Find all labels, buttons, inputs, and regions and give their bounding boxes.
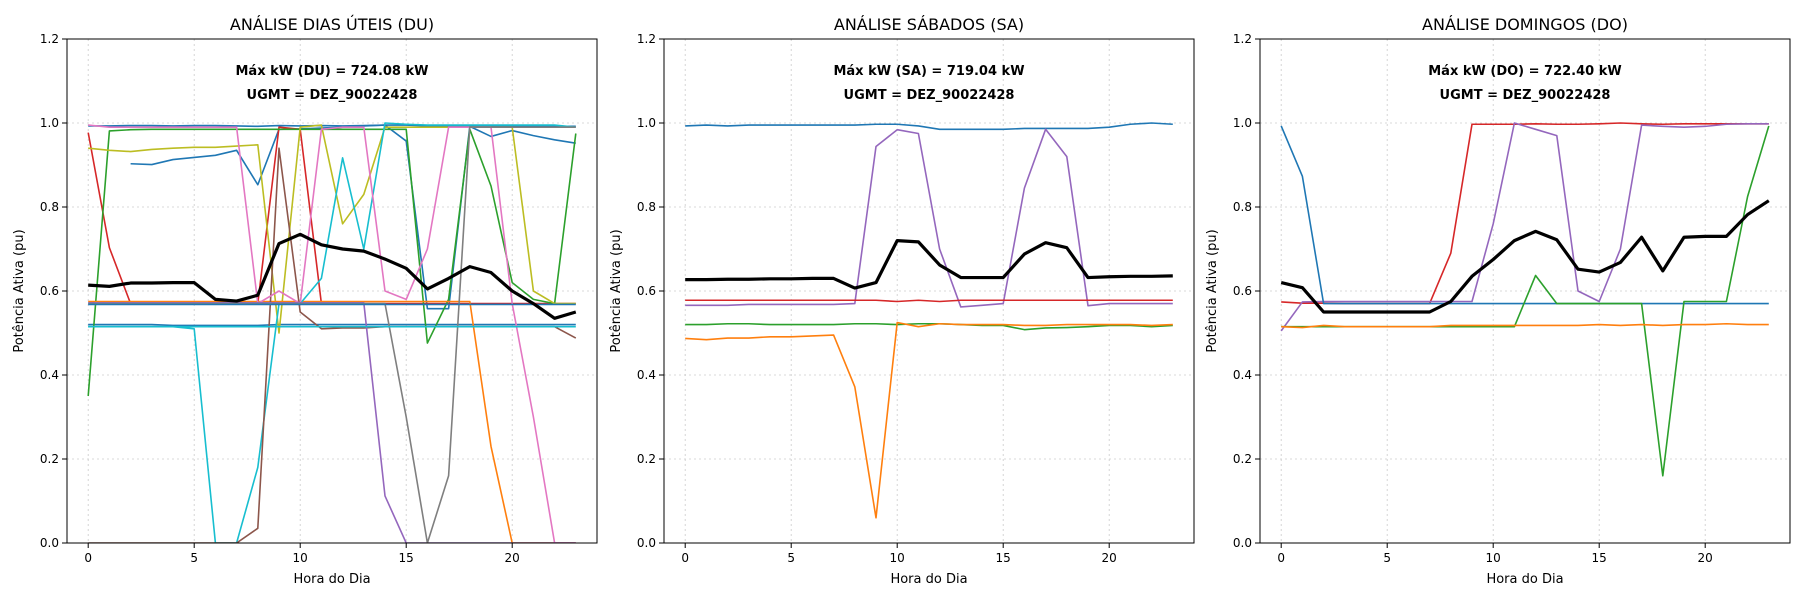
x-tick-label: 15 [1592,551,1607,565]
x-tick-label: 20 [1102,551,1117,565]
panel-dias-uteis: 0 5 10 15 20 0.0 0.2 0.4 0.6 0.8 1.0 1.2 ANÁLISE DIA… [12,15,598,587]
series-line-4 [685,321,1173,519]
y-tick-label: 0.8 [637,200,656,214]
x-tick-label: 5 [1383,551,1391,565]
x-tick-label: 10 [1486,551,1501,565]
series-line-2 [1280,125,1769,305]
y-tick-label: 0.8 [1233,200,1252,214]
series-group [87,122,577,543]
y-axis-label: Potência Ativa (pu) [12,229,27,352]
y-tick-label: 1.0 [40,116,59,130]
x-tick-label: 0 [681,551,689,565]
annotation-max-kw: Máx kW (DO) = 722.40 kW [1428,64,1621,79]
chart-title: ANÁLISE DOMINGOS (DO) [1422,15,1628,34]
y-tick-label: 1.2 [40,32,59,46]
annotation-ugmt: UGMT = DEZ_90022428 [1440,88,1611,103]
y-axis-label: Potência Ativa (pu) [1205,229,1220,352]
series-line-10 [88,301,576,543]
annotation-ugmt: UGMT = DEZ_90022428 [844,88,1015,103]
y-tick-label: 0.6 [40,284,59,298]
y-tick-label: 0.2 [637,452,656,466]
y-tick-label: 0.8 [40,200,59,214]
chart-title: ANÁLISE SÁBADOS (SA) [834,15,1024,34]
y-tick-label: 0.0 [40,536,59,550]
y-tick-label: 0.6 [637,284,656,298]
y-tick-label: 1.0 [637,116,656,130]
series-line-2 [685,299,1173,303]
x-axis-label: Hora do Dia [293,572,370,587]
y-tick-label: 0.0 [637,536,656,550]
x-axis-label: Hora do Dia [1486,572,1563,587]
x-tick-label: 15 [996,551,1011,565]
y-tick-label: 1.0 [1233,116,1252,130]
y-tick-label: 1.2 [637,32,656,46]
mean-line [1280,199,1770,314]
x-tick-label: 20 [1698,551,1713,565]
panel-domingos: 0 5 10 15 20 0.0 0.2 0.4 0.6 0.8 1.0 1.2 ANÁLISE DOM… [1205,15,1791,587]
panel-sabados: 0 5 10 15 20 0.0 0.2 0.4 0.6 0.8 1.0 1.2 ANÁLISE SÁB… [609,15,1195,587]
x-tick-label: 10 [293,551,308,565]
series-line-4 [87,128,577,397]
x-tick-label: 20 [505,551,520,565]
y-tick-label: 0.2 [40,452,59,466]
mean-line [88,232,577,320]
series-line-4 [1281,322,1769,329]
series-line-0 [685,122,1173,131]
annotation-ugmt: UGMT = DEZ_90022428 [247,88,418,103]
x-tick-label: 15 [399,551,414,565]
y-tick-label: 0.4 [40,368,59,382]
x-tick-label: 5 [787,551,795,565]
series-line-6 [88,300,576,543]
y-tick-label: 0.0 [1233,536,1252,550]
series-line-11 [88,126,576,543]
series-line-9 [88,124,576,543]
x-axis-label: Hora do Dia [890,572,967,587]
annotation-max-kw: Máx kW (DU) = 724.08 kW [236,64,429,79]
y-tick-label: 1.2 [1233,32,1252,46]
series-line-1 [685,128,1173,308]
chart-title: ANÁLISE DIAS ÚTEIS (DU) [230,15,434,34]
y-axis-label: Potência Ativa (pu) [609,229,624,352]
series-group [1280,122,1770,477]
x-tick-label: 5 [190,551,198,565]
series-group [685,122,1173,519]
y-tick-label: 0.6 [1233,284,1252,298]
y-tick-label: 0.4 [637,368,656,382]
series-line-2 [88,323,576,327]
mean-line [685,239,1173,290]
y-tick-label: 0.4 [1233,368,1252,382]
y-tick-label: 0.2 [1233,452,1252,466]
x-tick-label: 0 [1277,551,1285,565]
x-tick-label: 10 [890,551,905,565]
series-line-3 [685,322,1173,331]
annotation-max-kw: Máx kW (SA) = 719.04 kW [833,64,1024,79]
x-tick-label: 0 [84,551,92,565]
series-line-1 [1280,122,1769,332]
